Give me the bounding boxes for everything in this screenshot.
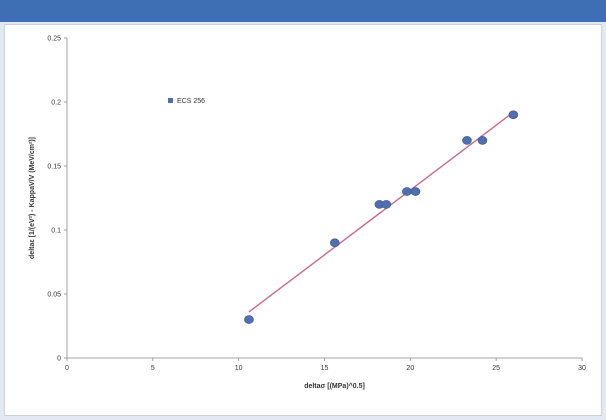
data-point xyxy=(477,136,488,145)
trendline xyxy=(248,111,514,313)
y-tick-label: 0.25 xyxy=(47,36,61,43)
data-point xyxy=(402,187,412,196)
data-points xyxy=(244,110,519,324)
trendline-layer xyxy=(248,111,514,313)
legend-label: ECS 256 xyxy=(177,98,205,105)
x-tick-label: 15 xyxy=(321,365,329,372)
axes xyxy=(64,37,583,361)
legend: ECS 256 xyxy=(168,98,205,105)
legend-marker xyxy=(168,98,173,103)
tick-labels: 0 5 10 15 20 25 30 0 0.05 0.1 0.15 0.2 0.25 xyxy=(47,36,586,373)
data-point xyxy=(508,110,519,120)
x-tick-label: 0 xyxy=(65,365,69,372)
data-point xyxy=(381,200,392,209)
y-tick-label: 0.1 xyxy=(51,228,61,235)
x-tick-label: 20 xyxy=(406,365,414,372)
data-point xyxy=(410,187,421,196)
x-tick-label: 10 xyxy=(235,365,243,372)
data-point xyxy=(462,136,472,145)
title-bar xyxy=(0,0,606,22)
data-point xyxy=(244,315,254,324)
y-axis-title: deltaε [1/(eV²) - KappaV/V (MeV/cm²)] xyxy=(29,137,36,259)
x-tick-label: 5 xyxy=(151,365,155,372)
y-tick-label: 0 xyxy=(57,356,61,363)
y-tick-label: 0.05 xyxy=(47,292,61,299)
x-tick-label: 30 xyxy=(578,365,586,372)
chart-panel xyxy=(4,24,602,416)
y-tick-label: 0.2 xyxy=(51,100,61,107)
y-tick-label: 0.15 xyxy=(47,164,61,171)
data-point xyxy=(329,238,340,248)
x-tick-label: 25 xyxy=(492,365,500,372)
x-axis-title: deltaσ [(MPa)^0.5] xyxy=(304,382,365,390)
